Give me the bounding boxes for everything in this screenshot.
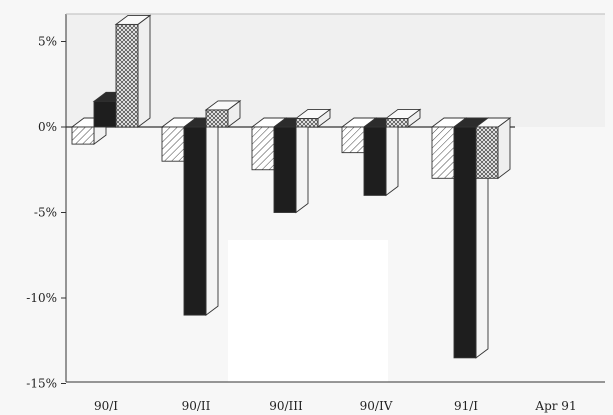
bar-s3-90-ii (204, 100, 242, 128)
y-tick-label: -5% (34, 206, 57, 220)
x-tick-label: 90/IV (360, 399, 393, 413)
bar-side-face (205, 117, 219, 317)
bar-front-face (475, 126, 499, 179)
x-tick-labels: 90/I 90/II 90/III 90/IV 91/I Apr 91 (94, 399, 577, 413)
y-tick-label: 0% (38, 120, 57, 134)
bar-s2-90-iii (272, 117, 310, 214)
bar-front-face (71, 126, 95, 145)
bar-s2-90-ii (182, 117, 220, 317)
plot-band (66, 14, 605, 127)
bar-front-face (341, 126, 365, 154)
bar-s3-90-iv (384, 108, 422, 128)
bar-side-face (385, 117, 399, 197)
bar-front-face (183, 126, 207, 316)
bar-front-face (251, 126, 275, 171)
bar-front-face (205, 109, 229, 128)
bar-front-face (453, 126, 477, 359)
plot-background-blocks (66, 14, 605, 382)
y-tick-label: 5% (38, 35, 57, 49)
bars (70, 14, 512, 359)
bar-front-face (295, 117, 319, 128)
bar-front-face (363, 126, 387, 196)
bar-side-face (137, 14, 151, 128)
bar-s3-90-i (114, 14, 152, 128)
x-tick-label: 90/III (269, 399, 303, 413)
bar-front-face (161, 126, 185, 162)
bar-s2-90-iv (362, 117, 400, 197)
bar-front-face (93, 100, 117, 128)
x-tick-label: 90/II (182, 399, 211, 413)
bar-front-face (115, 23, 139, 128)
x-tick-label: Apr 91 (534, 399, 576, 413)
bar-front-face (273, 126, 297, 213)
y-tick-label: -10% (26, 291, 57, 305)
plot-band (228, 240, 388, 382)
bar-front-face (431, 126, 455, 179)
bar-s3-91-i (474, 117, 512, 180)
y-tick-labels: 5% 0% -5% -10% -15% (26, 35, 57, 391)
bar-s3-90-iii (294, 108, 332, 128)
bar-side-face (497, 117, 511, 180)
bar-side-face (295, 117, 309, 214)
x-tick-label: 91/I (454, 399, 478, 413)
y-tick-label: -15% (26, 377, 57, 391)
bar-front-face (385, 117, 409, 128)
x-tick-label: 90/I (94, 399, 118, 413)
